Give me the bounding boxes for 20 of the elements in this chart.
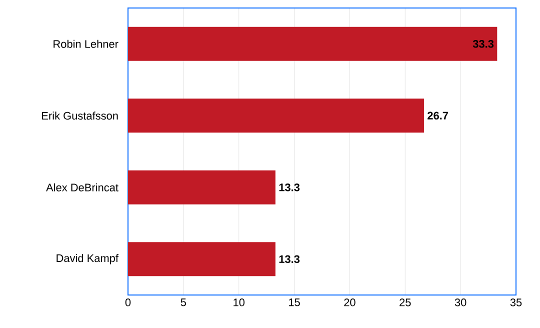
y-tick-label: David Kampf: [56, 254, 118, 264]
y-tick-label: Alex DeBrincat: [46, 183, 118, 192]
x-tick-label: 20: [344, 298, 356, 306]
x-tick-label: 25: [400, 298, 411, 306]
bar: [128, 98, 424, 133]
data-label: 13.3: [279, 184, 300, 192]
bar: [128, 170, 276, 204]
y-tick-label: Erik Gustafsson: [42, 112, 118, 120]
x-tick-label: 35: [510, 298, 522, 306]
x-tick-label: 0: [125, 298, 131, 306]
x-tick-label: 30: [454, 298, 466, 306]
y-tick-label: Robin Lehner: [54, 40, 118, 48]
x-tick-label: 15: [289, 298, 300, 306]
bar: [128, 26, 498, 61]
bar: [128, 242, 276, 276]
x-tick-label: 10: [234, 298, 245, 306]
data-label: 13.3: [279, 255, 300, 264]
x-tick-label: 5: [180, 298, 186, 306]
data-label: 33.3: [472, 40, 494, 48]
data-label: 26.7: [428, 112, 448, 120]
